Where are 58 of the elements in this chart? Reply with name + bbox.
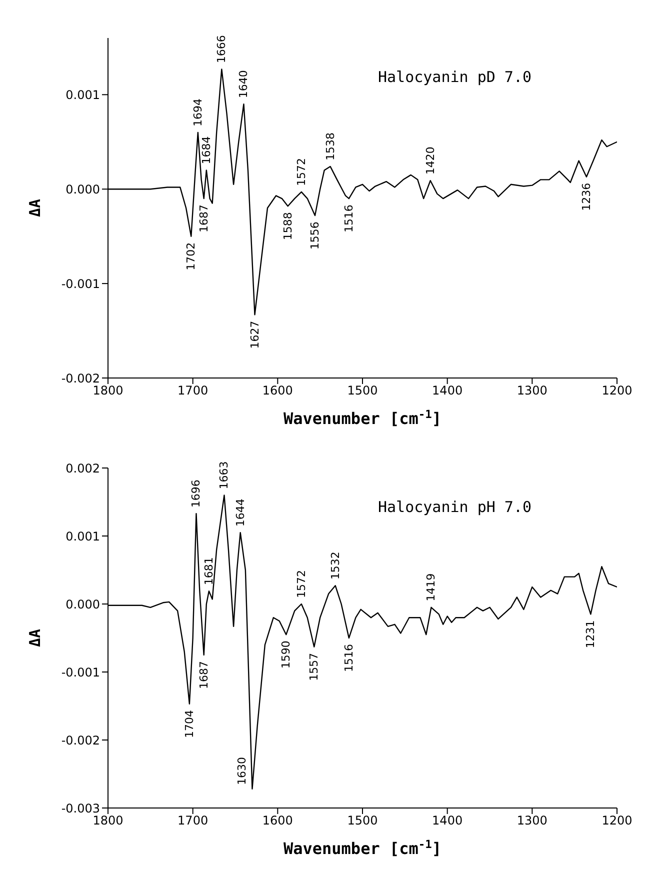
annotation: 1588 (281, 212, 294, 240)
y-tick-label: -0.002 (61, 733, 100, 748)
x-tick-label: 1300 (516, 814, 548, 828)
x-tick-label: 1400 (432, 814, 463, 828)
annotation: 1572 (294, 570, 308, 598)
y-tick-label: 0.001 (66, 529, 100, 544)
annotation: 1532 (328, 552, 342, 580)
annotation: 1687 (197, 661, 210, 689)
x-tick-label: 1300 (516, 384, 548, 398)
annotation: 1681 (202, 557, 216, 586)
x-tick-label: 1500 (347, 814, 378, 828)
y-tick-label: 0.001 (66, 88, 100, 102)
y-tick-label: 0.002 (66, 461, 100, 476)
annotation: 1572 (294, 158, 308, 186)
annotation: 1696 (190, 480, 203, 508)
x-tick-label: 1800 (92, 384, 124, 398)
annotation: 1236 (580, 182, 593, 211)
annotation: 1684 (200, 136, 213, 164)
x-tick-label: 1700 (178, 384, 208, 398)
y-tick-label: -0.003 (61, 801, 100, 816)
annotation: 1590 (280, 640, 293, 669)
annotation: 1644 (234, 498, 247, 527)
y-tick-label: -0.001 (61, 665, 100, 680)
annotation: 1687 (197, 204, 210, 233)
annotation: 1516 (342, 644, 356, 672)
annotation: 1704 (182, 710, 196, 738)
y-tick-label: 0.000 (66, 597, 100, 612)
annotation: 1640 (237, 70, 250, 98)
annotation: 1231 (584, 620, 598, 648)
annotation: 1663 (218, 461, 231, 490)
y-axis-title: ΔA (26, 628, 44, 648)
annotation: 1556 (308, 222, 322, 250)
annotation: 1694 (191, 98, 204, 126)
annotation: 1666 (215, 35, 228, 64)
annotation: 1557 (308, 652, 321, 681)
y-tick-label: 0.000 (66, 182, 100, 196)
x-axis-title: Wavenumber [cm$^{-1}$] (284, 408, 442, 428)
x-tick-label: 1700 (178, 814, 208, 828)
x-tick-label: 1400 (432, 384, 463, 398)
annotation: 1702 (184, 242, 198, 270)
annotation: Halocyanin pH 7.0 (378, 498, 532, 516)
y-tick-label: -0.002 (61, 371, 100, 386)
x-tick-label: 1800 (92, 814, 124, 828)
y-tick-label: -0.001 (61, 276, 100, 291)
annotation: 1630 (236, 756, 249, 785)
annotation: 1627 (248, 320, 262, 349)
x-axis-title: Wavenumber [cm$^{-1}$] (284, 838, 442, 858)
annotation: 1538 (324, 132, 337, 160)
x-tick-label: 1200 (602, 814, 632, 828)
annotation: Halocyanin pD 7.0 (378, 68, 532, 86)
x-tick-label: 1500 (347, 384, 378, 398)
annotation: 1419 (424, 573, 438, 602)
x-tick-label: 1600 (262, 814, 293, 828)
x-tick-label: 1200 (602, 384, 632, 398)
annotation: 1516 (342, 204, 356, 233)
annotation: 1420 (424, 146, 437, 175)
y-axis-title: ΔA (26, 198, 44, 218)
x-tick-label: 1600 (262, 384, 293, 398)
